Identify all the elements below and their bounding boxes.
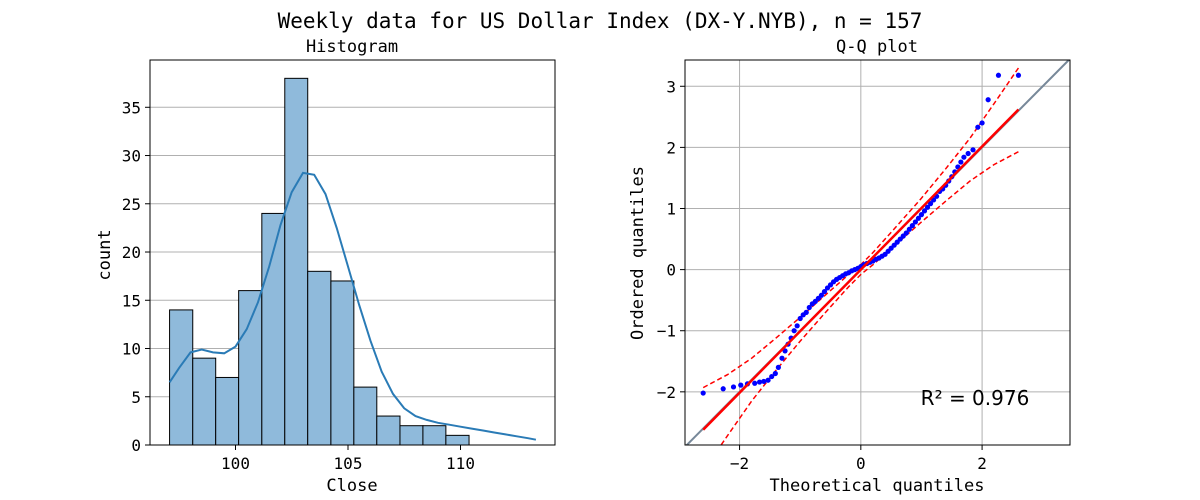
figure-title: Weekly data for US Dollar Index (DX-Y.NY… [278,9,923,33]
qq-plot-axes: Q-Q plot −2 0 2 −2 −1 0 1 2 3 R² = 0.976 Theore… [628,37,1071,496]
qq-point [756,379,763,385]
qq-point [958,159,964,165]
qq-point [927,201,934,207]
histogram-bar [445,434,470,446]
histogram-y-axis-label: count [95,229,115,280]
qq-y-tick-label: 1 [666,200,676,219]
qq-point [921,208,928,214]
histogram-bar [238,290,263,446]
histogram-x-tick-label: 105 [334,454,363,473]
qq-point [1015,72,1022,78]
qq-y-tick-label: −1 [657,322,676,341]
histogram-bar [353,386,378,446]
qq-point [794,323,800,329]
qq-plot-y-axis-label: Ordered quantiles [628,166,648,340]
qq-plot-title: Q-Q plot [836,37,918,57]
histogram-x-tick-label: 100 [221,454,250,473]
histogram-kde-curve [168,171,537,441]
qq-fit-line [702,108,1020,431]
qq-plot-frame [684,59,1071,446]
histogram-bar [422,425,447,446]
histogram-bar [192,357,217,446]
qq-point [924,204,931,210]
qq-plot-x-ticks: −2 0 2 [730,445,987,473]
qq-point [797,315,803,322]
histogram-x-tick-label: 110 [446,454,475,473]
qq-point [995,72,1002,78]
histogram-y-tick-label: 10 [122,340,141,359]
qq-x-tick-label: 2 [977,454,987,473]
qq-point [961,154,967,160]
histogram-bar [376,415,401,446]
qq-point [818,292,825,298]
histogram-bars [169,77,470,446]
qq-point [765,377,771,383]
histogram-axes: Histogram 100 105 110 0 5 10 15 20 25 30 35 Close… [95,37,556,496]
qq-point [738,382,744,388]
qq-points [700,72,1022,396]
qq-point [821,289,828,295]
histogram-bar [307,270,332,446]
histogram-bar [399,425,424,446]
histogram-y-tick-label: 25 [122,195,141,214]
qq-y-tick-label: −2 [657,383,676,402]
qq-point [772,370,778,377]
histogram-y-tick-label: 5 [131,388,141,407]
qq-point [791,328,797,334]
qq-confidence-band-lower [720,151,1019,445]
qq-point [903,230,909,236]
qq-x-tick-label: 0 [856,454,866,473]
qq-point [979,120,985,126]
qq-point [730,384,737,390]
histogram-y-ticks: 0 5 10 15 20 25 30 35 [122,98,150,455]
qq-point [803,309,809,315]
qq-point [761,378,767,385]
qq-point [779,355,785,361]
qq-plot-grid [685,60,1070,445]
qq-point [918,212,925,218]
qq-point [975,124,981,130]
qq-point [806,304,812,311]
histogram-bar [215,376,240,446]
qq-point [912,219,918,225]
histogram-bar [330,280,355,446]
qq-point [720,386,726,392]
histogram-y-tick-label: 35 [122,98,141,117]
qq-point [985,97,991,103]
histogram-x-ticks: 100 105 110 [221,445,475,473]
qq-y-tick-label: 0 [666,261,676,280]
qq-x-tick-label: −2 [730,454,749,473]
qq-y-tick-label: 2 [666,138,676,157]
qq-y-tick-label: 3 [666,77,676,96]
r-squared-annotation: R² = 0.976 [921,386,1030,410]
qq-plot-x-axis-label: Theoretical quantiles [770,476,985,496]
histogram-x-axis-label: Close [326,476,377,496]
qq-point [769,373,775,380]
qq-point [775,364,781,370]
qq-point [970,147,976,153]
histogram-y-tick-label: 20 [122,243,141,262]
qq-point [752,380,758,386]
qq-point [965,150,971,157]
histogram-y-tick-label: 15 [122,291,141,310]
qq-point [906,226,912,232]
histogram-y-tick-label: 0 [131,436,141,455]
qq-plot-y-ticks: −2 −1 0 1 2 3 [657,77,685,402]
histogram-bar [284,77,309,446]
qq-point [915,215,922,221]
qq-point [909,223,915,229]
histogram-y-tick-label: 30 [122,147,141,166]
qq-point [700,390,706,396]
histogram-title: Histogram [306,37,398,57]
